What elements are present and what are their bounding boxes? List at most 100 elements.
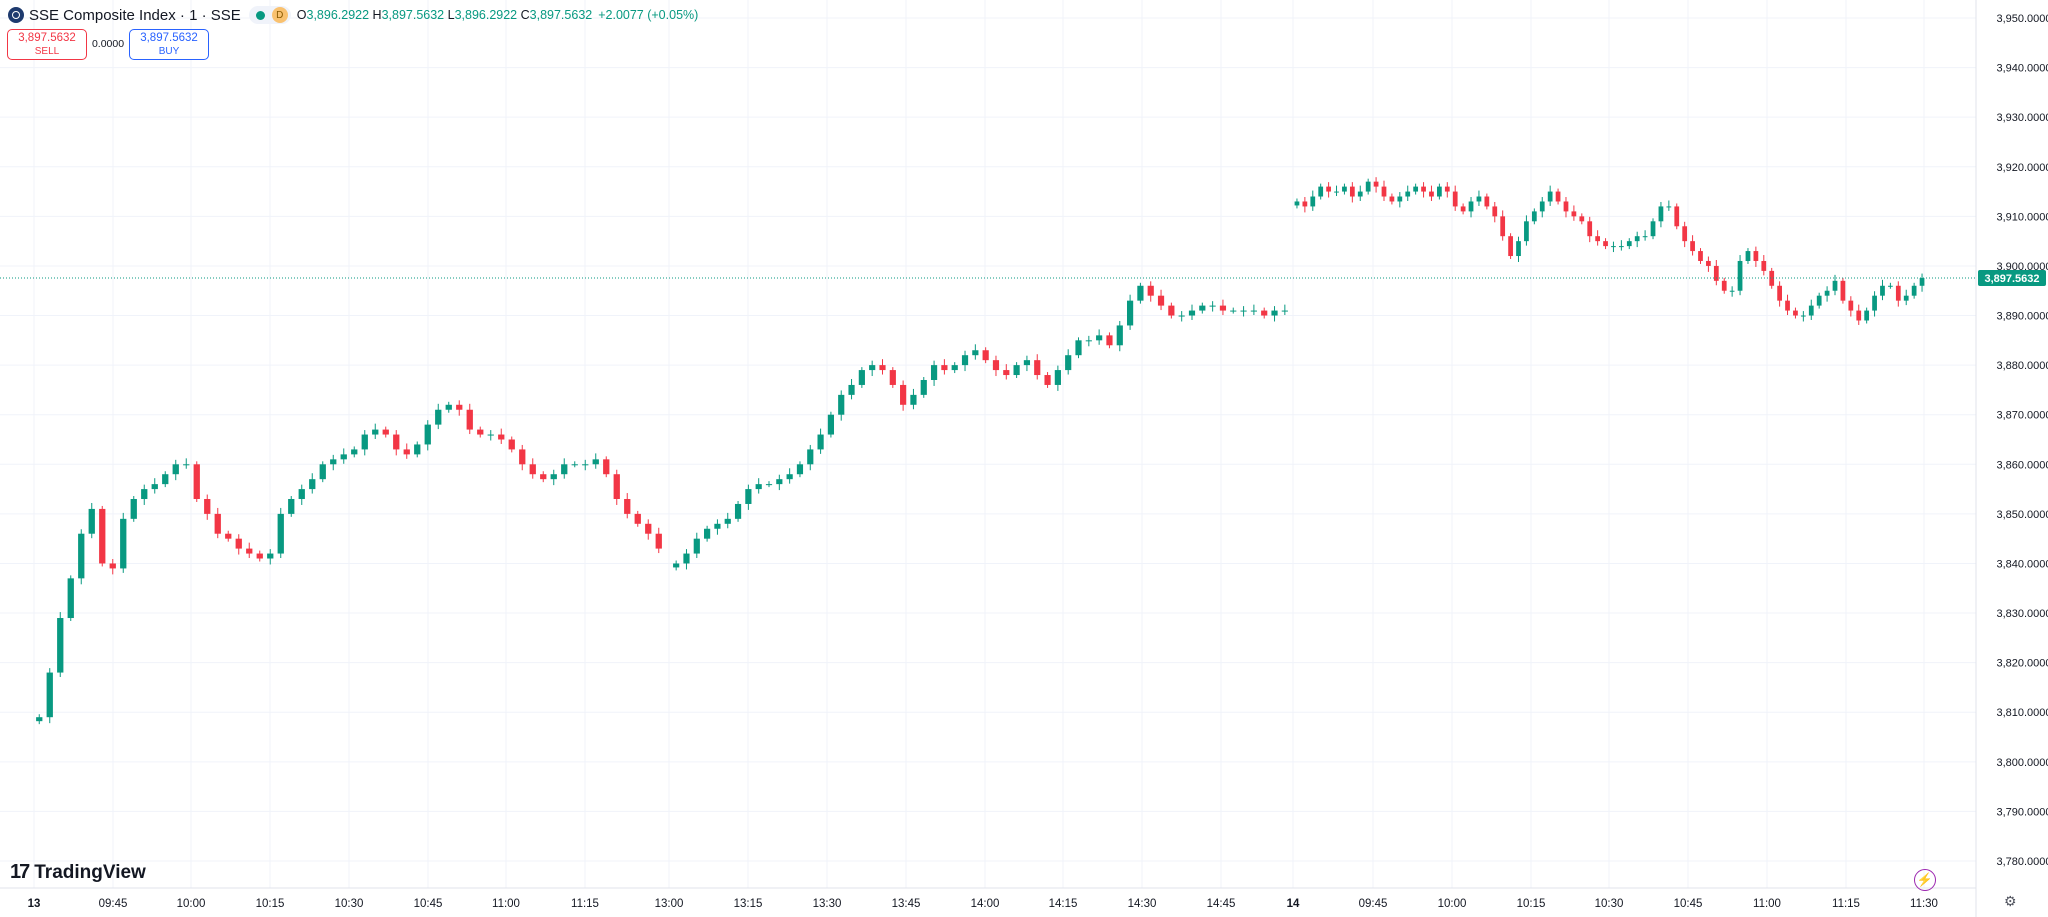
low-key: L: [447, 8, 455, 22]
status-badges[interactable]: D: [248, 6, 291, 24]
candle: [1065, 349, 1072, 375]
candle: [634, 510, 641, 527]
candle: [1405, 185, 1411, 201]
sse-logo-icon[interactable]: [8, 7, 24, 23]
candle: [1848, 296, 1854, 317]
candle: [1365, 178, 1371, 195]
x-tick-label: 14:45: [1207, 898, 1236, 910]
candle: [1444, 182, 1450, 198]
candle: [1157, 289, 1165, 311]
candle: [1729, 286, 1735, 297]
symbol-title[interactable]: SSE Composite Index · 1 · SSE: [29, 6, 241, 24]
candle: [1698, 248, 1703, 264]
open-value: 3,896.2922: [306, 8, 370, 22]
candle: [858, 367, 865, 388]
candle: [351, 446, 358, 458]
candle: [645, 519, 652, 540]
candle: [1888, 282, 1893, 289]
y-tick-label: 3,940.0000: [1996, 63, 2048, 75]
candle: [477, 426, 484, 438]
x-tick-label: 13: [28, 898, 41, 910]
candle: [183, 458, 190, 469]
candle: [498, 428, 505, 444]
candle: [1524, 215, 1529, 246]
candle: [372, 423, 379, 440]
candle: [1618, 240, 1624, 251]
spread-value: 0.0000: [91, 38, 125, 50]
candle: [298, 484, 305, 505]
candle: [1721, 277, 1727, 294]
candle: [1579, 213, 1585, 225]
candle: [1085, 335, 1092, 347]
candle: [869, 360, 876, 377]
candle: [487, 430, 494, 441]
candle: [1271, 306, 1278, 322]
candle: [519, 444, 526, 471]
candle: [529, 458, 536, 479]
candle: [1832, 274, 1838, 296]
candle: [941, 359, 948, 375]
candle: [592, 453, 599, 469]
candle: [1240, 306, 1247, 317]
candle: [603, 456, 610, 478]
x-tick-label: 13:00: [655, 898, 684, 910]
candle: [403, 443, 410, 459]
candle: [214, 507, 221, 539]
candle: [1626, 238, 1632, 250]
candle: [1674, 203, 1680, 230]
candle: [1023, 355, 1031, 372]
candle: [1437, 183, 1442, 200]
grid: [0, 0, 1976, 888]
candle: [1911, 282, 1917, 299]
low-value: 3,896.2922: [454, 8, 518, 22]
candle: [582, 459, 589, 471]
y-tick-label: 3,840.0000: [1996, 558, 2048, 570]
candle: [319, 461, 326, 483]
y-tick-label: 3,920.0000: [1996, 162, 2048, 174]
x-tick-label: 10:30: [1595, 898, 1624, 910]
candle: [1737, 255, 1743, 296]
high-key: H: [372, 8, 382, 22]
candle: [1250, 304, 1257, 316]
candles: [36, 177, 1925, 725]
x-tick-label: 13:15: [734, 898, 763, 910]
candle: [1753, 246, 1759, 267]
candle: [1281, 304, 1288, 316]
candle: [951, 362, 958, 374]
market-open-icon: [255, 10, 265, 20]
candle: [1075, 337, 1082, 359]
candle: [1508, 233, 1513, 259]
candle: [1611, 241, 1616, 253]
last-price-tag: [1978, 270, 2046, 287]
lightning-icon[interactable]: ⚡: [1914, 869, 1936, 891]
candle: [613, 469, 620, 505]
candle: [1261, 307, 1268, 319]
market-badge: D: [271, 7, 288, 23]
candle: [414, 441, 421, 458]
tradingview-logo[interactable]: 17 TradingView: [10, 861, 146, 884]
candle: [88, 502, 95, 539]
candle: [1872, 291, 1877, 317]
candle: [571, 461, 578, 468]
candle: [1147, 281, 1154, 302]
candle: [765, 481, 773, 488]
candle: [1357, 185, 1363, 201]
candle: [1452, 185, 1458, 211]
x-tick-label: 10:15: [1517, 898, 1546, 910]
candle: [1793, 307, 1798, 319]
y-tick-label: 3,860.0000: [1996, 459, 2048, 471]
candle: [172, 459, 179, 481]
candle: [1294, 198, 1300, 209]
candle: [1895, 281, 1901, 307]
candle: [1310, 190, 1316, 211]
buy-button[interactable]: 3,897.5632 BUY: [129, 29, 209, 60]
x-tick-label: 10:45: [414, 898, 443, 910]
candle: [655, 527, 662, 554]
candle: [1034, 354, 1041, 380]
x-tick-label: 10:15: [256, 898, 285, 910]
high-value: 3,897.5632: [381, 8, 445, 22]
gear-icon[interactable]: ⚙: [2004, 893, 2017, 909]
candle: [162, 471, 169, 488]
sell-button[interactable]: 3,897.5632 SELL: [7, 29, 87, 60]
